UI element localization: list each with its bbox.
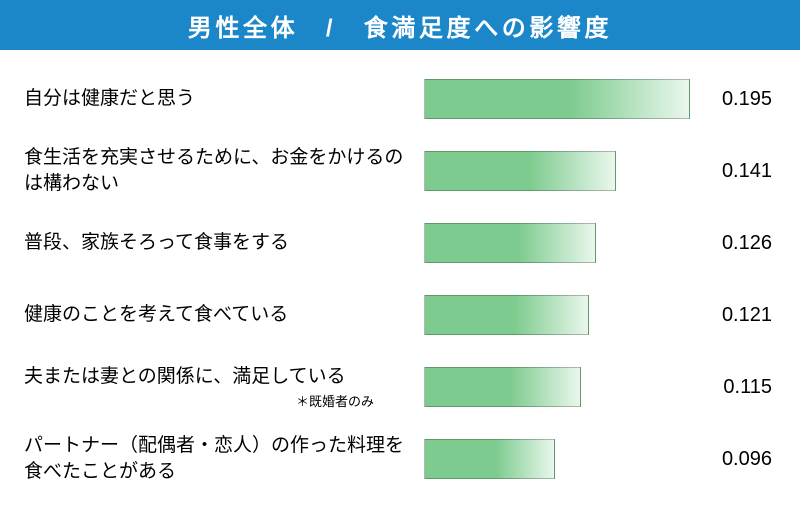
- bar: [424, 79, 690, 119]
- row-label-cell: パートナー（配偶者・恋人）の作った料理を食べたことがある: [24, 433, 424, 484]
- bar-track: [424, 79, 697, 119]
- row-label: 食生活を充実させるために、お金をかけるのは構わない: [24, 145, 414, 196]
- influence-bar-chart: 男性全体 / 食満足度への影響度 自分は健康だと思う 0.195 食生活を充実さ…: [0, 0, 800, 501]
- row-bar-cell: 0.141: [424, 151, 772, 191]
- bar-track: [424, 151, 697, 191]
- row-bar-cell: 0.115: [424, 367, 772, 407]
- bar: [424, 439, 555, 479]
- chart-row: 食生活を充実させるために、お金をかけるのは構わない 0.141: [24, 144, 772, 198]
- row-bar-cell: 0.096: [424, 439, 772, 479]
- row-value: 0.126: [697, 232, 772, 255]
- row-bar-cell: 0.121: [424, 295, 772, 335]
- bar: [424, 295, 589, 335]
- bar-track: [424, 439, 697, 479]
- bar: [424, 367, 581, 407]
- chart-row: 夫または妻との関係に、満足している ＊既婚者のみ 0.115: [24, 360, 772, 414]
- row-value: 0.141: [697, 160, 772, 183]
- bar: [424, 151, 616, 191]
- row-label-cell: 食生活を充実させるために、お金をかけるのは構わない: [24, 145, 424, 196]
- row-value: 0.096: [697, 448, 772, 471]
- chart-rows: 自分は健康だと思う 0.195 食生活を充実させるために、お金をかけるのは構わな…: [0, 50, 800, 506]
- row-label-cell: 健康のことを考えて食べている: [24, 302, 424, 328]
- row-label-cell: 夫または妻との関係に、満足している ＊既婚者のみ: [24, 364, 424, 411]
- row-bar-cell: 0.126: [424, 223, 772, 263]
- row-value: 0.195: [697, 88, 772, 111]
- chart-title: 男性全体 / 食満足度への影響度: [0, 0, 800, 50]
- row-label: 夫または妻との関係に、満足している: [24, 364, 414, 390]
- chart-row: 普段、家族そろって食事をする 0.126: [24, 216, 772, 270]
- chart-row: パートナー（配偶者・恋人）の作った料理を食べたことがある 0.096: [24, 432, 772, 486]
- row-bar-cell: 0.195: [424, 79, 772, 119]
- chart-row: 自分は健康だと思う 0.195: [24, 72, 772, 126]
- row-label: 自分は健康だと思う: [24, 86, 414, 112]
- bar: [424, 223, 596, 263]
- bar-track: [424, 295, 697, 335]
- bar-track: [424, 223, 697, 263]
- row-label-cell: 普段、家族そろって食事をする: [24, 230, 424, 256]
- row-label-cell: 自分は健康だと思う: [24, 86, 424, 112]
- row-label: パートナー（配偶者・恋人）の作った料理を食べたことがある: [24, 433, 414, 484]
- row-label: 健康のことを考えて食べている: [24, 302, 414, 328]
- chart-row: 健康のことを考えて食べている 0.121: [24, 288, 772, 342]
- row-label: 普段、家族そろって食事をする: [24, 230, 414, 256]
- row-value: 0.115: [697, 376, 772, 399]
- row-note: ＊既婚者のみ: [24, 391, 414, 410]
- bar-track: [424, 367, 697, 407]
- row-value: 0.121: [697, 304, 772, 327]
